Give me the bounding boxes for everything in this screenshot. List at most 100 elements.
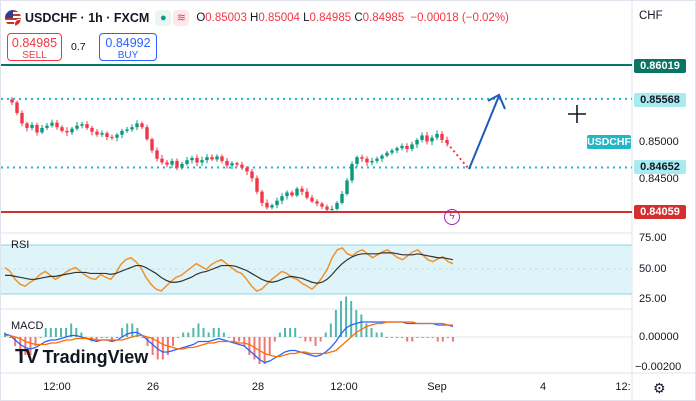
macd-histogram-bar	[60, 328, 62, 337]
candle-body	[20, 112, 24, 124]
low-value: 0.84985	[309, 12, 352, 24]
macd-label[interactable]: MACD	[11, 320, 44, 332]
macd-level-neg: −0.00200	[635, 361, 682, 373]
currency-selector[interactable]: CHF	[639, 10, 663, 22]
macd-histogram-bar	[222, 332, 225, 337]
macd-histogram-bar	[217, 328, 220, 337]
candle-body	[295, 188, 299, 196]
lightning-icon[interactable]: ϟ	[444, 209, 460, 225]
macd-histogram-bar	[324, 332, 327, 337]
candle-body	[440, 133, 444, 140]
gear-icon[interactable]: ⚙	[653, 380, 666, 396]
macd-histogram-bar	[446, 337, 449, 338]
candle-body	[220, 156, 224, 161]
macd-histogram-bar	[294, 328, 297, 337]
candle-body	[150, 139, 154, 151]
macd-histogram-bar	[416, 337, 419, 338]
sell-label: SELL	[22, 50, 47, 61]
projection-arrow-line	[468, 95, 500, 170]
candle-body	[210, 157, 214, 160]
candle-body	[75, 125, 79, 129]
candle-body	[205, 157, 209, 161]
rsi-band	[1, 245, 632, 294]
candle-body	[175, 160, 179, 168]
time-label: 28	[251, 381, 265, 393]
price-tag-lower: 0.84652	[634, 160, 686, 174]
candle-body	[40, 127, 44, 133]
price-tag-support: 0.84059	[634, 205, 686, 219]
candle-body	[15, 102, 19, 113]
candle-body	[350, 163, 354, 181]
macd-histogram-bar	[172, 337, 174, 346]
macd-histogram-bar	[100, 337, 103, 338]
candle-body	[435, 133, 439, 138]
macd-histogram-bar	[187, 332, 190, 337]
macd-histogram-bar	[411, 337, 414, 342]
macd-histogram-bar	[29, 337, 32, 355]
candle-body	[290, 192, 294, 196]
candle-body	[35, 124, 39, 133]
candle-body	[275, 200, 279, 206]
macd-histogram-bar	[207, 332, 210, 337]
macd-histogram-bar	[289, 328, 292, 337]
macd-histogram-bar	[380, 332, 383, 337]
candle-body	[10, 99, 14, 103]
candle-body	[250, 171, 254, 179]
macd-histogram-bar	[110, 337, 113, 342]
macd-histogram-bar	[4, 332, 6, 337]
macd-histogram-bar	[146, 337, 149, 346]
macd-histogram-bar	[278, 332, 281, 337]
symbol-title[interactable]: USDCHF · 1h · FXCM	[25, 11, 150, 25]
buy-button[interactable]: 0.84992 BUY	[99, 33, 157, 61]
time-label: 26	[146, 381, 160, 393]
candle-body	[305, 191, 309, 198]
candle-body	[240, 164, 244, 168]
crosshair-cursor-icon	[568, 105, 586, 123]
macd-histogram-bar	[177, 337, 180, 338]
change-value: −0.00018 (−0.02%)	[410, 12, 509, 24]
macd-histogram-bar	[39, 337, 42, 338]
time-label: 4	[539, 381, 547, 393]
macd-histogram-bar	[263, 337, 266, 364]
candle-body	[285, 192, 289, 197]
macd-histogram-bar	[65, 328, 68, 337]
macd-histogram-bar	[182, 332, 185, 337]
macd-histogram-bar	[80, 332, 83, 337]
macd-histogram-bar	[426, 337, 429, 338]
candle-body	[300, 188, 304, 192]
tradingview-logo[interactable]: TV TradingView	[15, 346, 148, 369]
candle-body	[80, 124, 84, 126]
candle-body	[405, 145, 409, 149]
buy-price: 0.84992	[105, 36, 151, 50]
macd-histogram-bar	[95, 337, 98, 342]
macd-histogram-bar	[441, 337, 444, 342]
candle-body	[100, 133, 104, 135]
sell-button[interactable]: 0.84985 SELL	[7, 33, 62, 61]
rsi-level-25: 25.00	[639, 293, 667, 305]
macd-histogram-bar	[401, 337, 404, 338]
macd-histogram-bar	[452, 337, 454, 342]
candle-body	[325, 206, 329, 210]
candle-body	[165, 162, 169, 165]
spread-value: 0.7	[71, 41, 86, 53]
candle-body	[60, 127, 64, 131]
macd-histogram-bar	[105, 337, 108, 338]
macd-histogram-bar	[436, 337, 439, 342]
macd-histogram-bar	[370, 328, 373, 337]
macd-histogram-bar	[309, 337, 312, 342]
chart-header: USDCHF · 1h · FXCM ● ≋ O0.85003 H0.85004…	[5, 9, 509, 27]
macd-histogram-bar	[319, 337, 322, 342]
candle-body	[320, 203, 324, 207]
macd-histogram-bar	[385, 337, 388, 338]
data-delay-icon[interactable]: ≋	[173, 10, 190, 26]
open-value: 0.85003	[205, 12, 247, 24]
candle-body	[375, 158, 379, 161]
candle-body	[395, 148, 399, 151]
candle-body	[145, 127, 149, 140]
rsi-label[interactable]: RSI	[11, 239, 30, 251]
candle-body	[95, 131, 99, 135]
macd-histogram-bar	[329, 323, 332, 337]
market-open-icon[interactable]: ●	[155, 10, 172, 26]
